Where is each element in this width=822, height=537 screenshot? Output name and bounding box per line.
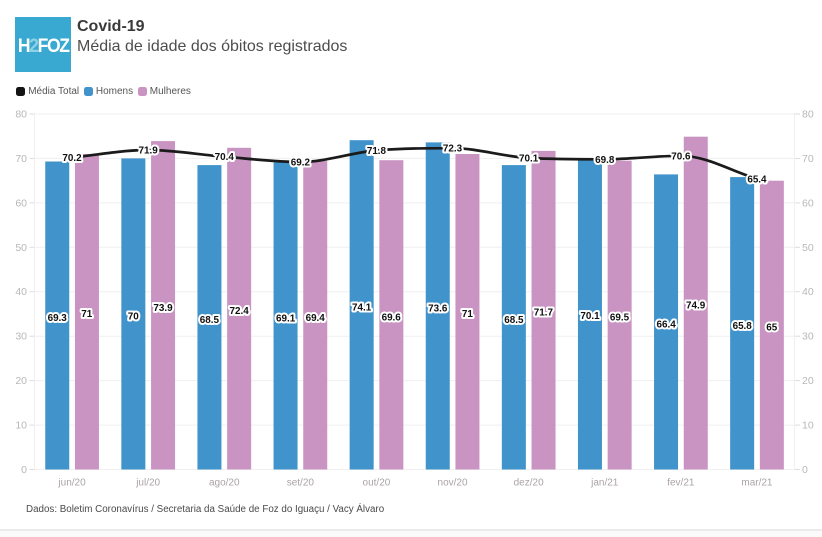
svg-text:60: 60 [15,197,27,209]
svg-text:dez/20: dez/20 [514,478,544,489]
svg-text:72.3: 72.3 [443,144,463,155]
svg-text:70.6: 70.6 [671,151,691,162]
svg-text:65: 65 [766,323,777,334]
svg-text:60: 60 [802,197,814,209]
svg-text:50: 50 [15,242,27,254]
svg-text:20: 20 [15,375,27,387]
svg-text:73.6: 73.6 [428,304,448,315]
svg-text:71: 71 [81,309,92,320]
svg-text:69.8: 69.8 [595,155,615,166]
svg-text:74.9: 74.9 [686,301,706,312]
svg-text:70.4: 70.4 [215,152,235,163]
svg-text:20: 20 [802,375,814,387]
svg-text:set/20: set/20 [287,478,315,489]
svg-text:71.8: 71.8 [367,146,387,157]
svg-text:69.6: 69.6 [382,312,402,323]
svg-text:0: 0 [802,464,808,476]
svg-text:40: 40 [15,286,27,298]
svg-text:ago/20: ago/20 [209,478,240,489]
svg-text:jan/21: jan/21 [590,478,619,489]
svg-text:jun/20: jun/20 [57,478,86,489]
svg-text:65.8: 65.8 [733,321,753,332]
svg-text:out/20: out/20 [363,478,391,489]
svg-text:70: 70 [15,153,27,165]
svg-text:mar/21: mar/21 [741,478,773,489]
svg-text:nov/20: nov/20 [438,478,468,489]
svg-text:74.1: 74.1 [352,302,372,313]
svg-text:68.5: 68.5 [504,315,524,326]
svg-text:70: 70 [128,312,139,323]
svg-text:69.4: 69.4 [306,313,326,324]
svg-text:30: 30 [15,331,27,343]
svg-text:10: 10 [802,420,814,432]
svg-text:70.2: 70.2 [62,153,82,164]
svg-text:69.1: 69.1 [276,314,296,325]
svg-text:71.7: 71.7 [534,308,554,319]
svg-text:30: 30 [802,331,814,343]
svg-text:68.5: 68.5 [200,315,220,326]
svg-text:fev/21: fev/21 [667,478,695,489]
svg-text:66.4: 66.4 [656,320,676,331]
svg-text:70.1: 70.1 [519,154,539,165]
svg-text:50: 50 [802,242,814,254]
svg-text:73.9: 73.9 [153,303,173,314]
svg-text:jul/20: jul/20 [135,478,160,489]
svg-text:69.3: 69.3 [48,313,68,324]
svg-text:70.1: 70.1 [580,311,600,322]
svg-text:0: 0 [21,464,27,476]
svg-text:70: 70 [802,153,814,165]
svg-text:10: 10 [15,420,27,432]
svg-text:71: 71 [462,309,473,320]
svg-text:40: 40 [802,286,814,298]
svg-text:72.4: 72.4 [229,306,249,317]
svg-text:69.5: 69.5 [610,313,630,324]
svg-text:71.9: 71.9 [139,146,159,157]
svg-text:80: 80 [15,109,27,121]
svg-text:80: 80 [802,109,814,121]
svg-text:69.2: 69.2 [291,158,311,169]
svg-text:65.4: 65.4 [747,174,767,185]
